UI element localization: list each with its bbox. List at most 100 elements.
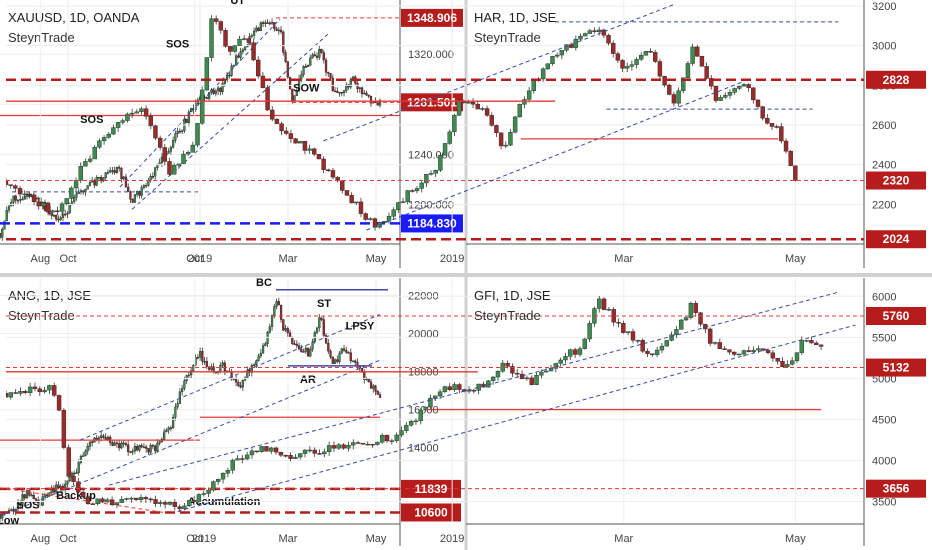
candle xyxy=(630,331,636,341)
candle xyxy=(106,172,110,174)
candle xyxy=(10,509,13,511)
candle xyxy=(259,352,262,357)
candle xyxy=(347,352,350,354)
time-tick-label: May xyxy=(366,533,387,545)
candle xyxy=(199,89,205,124)
candle xyxy=(779,126,784,142)
time-tick-label: May xyxy=(366,253,387,265)
candle xyxy=(438,155,443,171)
candle xyxy=(270,22,274,24)
candle xyxy=(19,199,22,201)
candle xyxy=(275,28,278,31)
candle xyxy=(190,144,196,153)
candle xyxy=(251,42,256,61)
candle xyxy=(447,386,452,390)
candle xyxy=(354,201,359,204)
candle xyxy=(124,498,129,500)
candle xyxy=(75,193,78,198)
candle xyxy=(101,137,107,142)
candle xyxy=(540,68,546,80)
candle xyxy=(52,215,56,217)
candle xyxy=(82,455,85,457)
candle xyxy=(230,459,235,471)
candle xyxy=(219,365,222,372)
time-tick-label: Mar xyxy=(614,533,633,545)
candle xyxy=(109,499,115,505)
candle xyxy=(25,194,29,197)
candle xyxy=(22,193,27,196)
time-tick-label: Aug xyxy=(31,533,51,545)
candle xyxy=(95,498,100,505)
candle xyxy=(119,499,124,503)
candle xyxy=(30,494,33,497)
candle xyxy=(206,489,211,494)
price-tick-label: 6000 xyxy=(872,291,896,303)
candle xyxy=(106,133,111,138)
candle xyxy=(181,388,184,393)
watermark: SteynTrade xyxy=(8,308,75,323)
candle xyxy=(322,451,327,455)
candle xyxy=(18,391,23,394)
candle xyxy=(261,22,265,25)
candle xyxy=(73,197,76,202)
candle xyxy=(157,137,163,148)
candle xyxy=(331,445,337,449)
candle xyxy=(55,210,60,212)
candle xyxy=(13,185,18,189)
time-tick-label: Oct xyxy=(59,253,76,265)
candle xyxy=(375,441,380,445)
candle xyxy=(234,378,238,383)
candle xyxy=(177,506,182,509)
candle xyxy=(52,385,57,396)
candle xyxy=(80,491,86,497)
candle xyxy=(582,338,587,349)
candle xyxy=(667,84,672,95)
candle xyxy=(216,478,221,482)
candle xyxy=(329,73,332,79)
candle xyxy=(172,501,178,507)
candle xyxy=(6,392,9,398)
candle xyxy=(171,164,177,175)
candle xyxy=(727,349,732,353)
candle xyxy=(616,322,621,324)
candle xyxy=(338,352,341,362)
candle xyxy=(322,52,325,61)
candle xyxy=(257,355,260,361)
candle xyxy=(809,340,814,344)
candle xyxy=(273,306,276,316)
candle xyxy=(389,440,395,442)
candle xyxy=(645,351,650,354)
candle xyxy=(219,87,222,93)
candle xyxy=(400,201,406,204)
candle xyxy=(629,64,635,67)
candle xyxy=(104,172,107,179)
time-tick-label: Aug xyxy=(31,253,51,265)
time-tick-label: May xyxy=(785,253,806,265)
candle xyxy=(505,362,510,367)
time-tick-label: 2019 xyxy=(440,533,464,545)
candle xyxy=(167,161,172,175)
candle xyxy=(336,359,339,362)
candle xyxy=(526,90,532,100)
candle xyxy=(131,450,134,453)
price-tag-label: 1281.501 xyxy=(407,95,457,109)
annotation-label: Low xyxy=(0,515,19,527)
candle xyxy=(723,95,728,98)
candle xyxy=(1,229,4,238)
candle xyxy=(718,97,723,101)
candle xyxy=(270,314,274,327)
candle xyxy=(331,356,334,364)
candle xyxy=(57,484,60,489)
candle xyxy=(122,176,125,180)
candle xyxy=(264,22,267,25)
candle xyxy=(84,450,87,456)
candle xyxy=(6,180,9,185)
candle xyxy=(333,359,337,364)
trend-line xyxy=(131,33,329,210)
candle xyxy=(111,127,116,135)
candle xyxy=(596,29,602,32)
price-tag-label: 1184.830 xyxy=(407,216,457,230)
trend-line xyxy=(366,80,745,231)
candle xyxy=(564,44,569,51)
candle xyxy=(788,150,793,166)
